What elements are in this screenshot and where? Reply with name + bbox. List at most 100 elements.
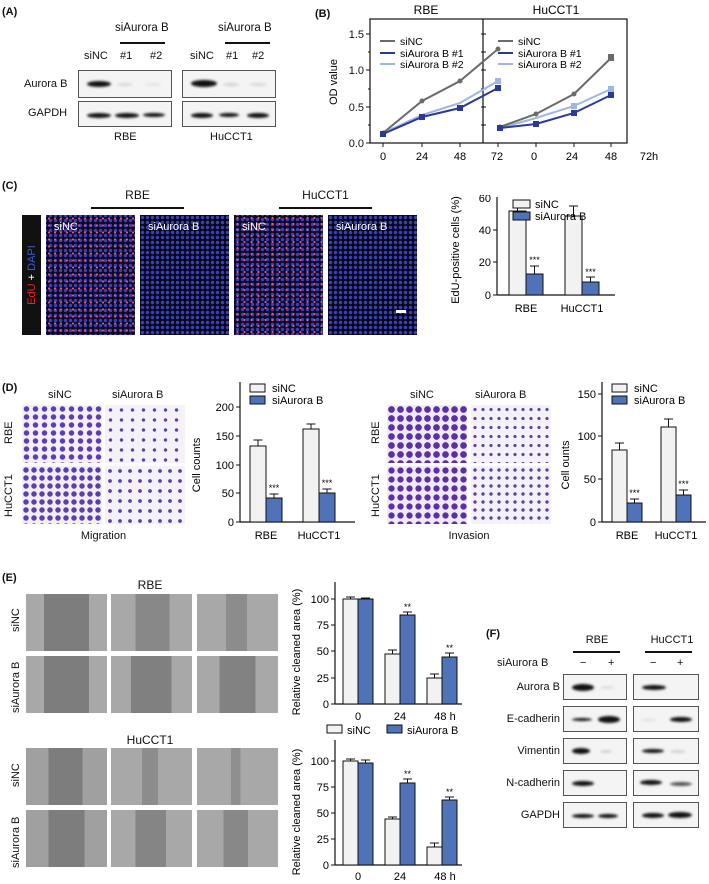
row-label-gapdh: GAPDH [520, 809, 560, 821]
svg-text:HuCCT1: HuCCT1 [298, 530, 341, 542]
svg-text:**: ** [404, 602, 412, 612]
edu-image-hucct1-sinc: siNC [234, 215, 323, 335]
panel-label-f: (F) [486, 628, 501, 640]
wound-image-rbe-sinc-0h [26, 594, 107, 651]
western-blot-aurora-b-rbe [78, 70, 172, 98]
group-bar-rbe [573, 651, 620, 653]
svg-text:0: 0 [323, 699, 329, 711]
svg-text:Relative cleaned area (%): Relative cleaned area (%) [291, 749, 303, 876]
row-label-rbe: RBE [3, 421, 15, 444]
row-label-siaurora-b: siAurora B [10, 816, 22, 868]
lane-label: #1 [120, 50, 133, 62]
group-label-rbe: RBE [137, 578, 163, 592]
svg-text:***: *** [529, 255, 540, 265]
cell-line-label-hucct1: HuCCT1 [650, 634, 694, 646]
svg-text:siAurora B #1: siAurora B #1 [518, 48, 582, 60]
svg-text:48: 48 [605, 151, 617, 163]
col-label-sinc: siNC [410, 389, 434, 401]
wound-image-rbe-sinc-24h [111, 594, 192, 651]
western-blot-gapdh-rbe [563, 802, 627, 828]
row-label-siaurora-b: siAurora B [10, 661, 22, 713]
group-bar-rbe [91, 207, 184, 209]
invasion-bar-chart: 0 50 100 150 Cell ounts *** *** RBE HuCCT1… [560, 382, 706, 542]
western-blot-aurora-b-rbe [563, 674, 627, 700]
wound-image-hucct1-sinc-0h [26, 748, 107, 805]
col-label-sinc: siNC [48, 389, 72, 401]
svg-text:OD value: OD value [328, 59, 340, 105]
svg-text:0.0: 0.0 [349, 138, 364, 150]
svg-text:siAurora B #2: siAurora B #2 [518, 59, 582, 71]
western-blot-e-cadherin-rbe [563, 706, 627, 732]
wound-bar-chart-hucct1: Relative cleaned area (%) 0 25 50 75 100… [291, 740, 462, 883]
svg-text:EdU-positive cells (%): EdU-positive cells (%) [450, 196, 462, 304]
svg-text:**: ** [404, 769, 412, 779]
col-label-siaurora-b: siAurora B [112, 389, 164, 401]
svg-text:1.0: 1.0 [349, 65, 364, 77]
svg-text:RBE: RBE [255, 530, 278, 542]
lane-label: #1 [226, 50, 239, 62]
svg-text:1.5: 1.5 [349, 29, 364, 41]
row-label-gapdh: GAPDH [28, 107, 68, 119]
svg-text:siAurora B: siAurora B [634, 395, 685, 407]
sign-plus: + [608, 657, 615, 669]
svg-text:siNC: siNC [535, 199, 559, 211]
svg-text:24: 24 [394, 711, 406, 723]
svg-text:0.5: 0.5 [349, 102, 364, 114]
scale-bar [396, 310, 406, 313]
transwell-image-invasion-hucct1-sinc [387, 466, 467, 524]
wound-image-hucct1-siaurora-b-0h [26, 810, 107, 867]
svg-text:200: 200 [216, 402, 234, 414]
svg-text:25: 25 [317, 673, 329, 685]
group-label-siaurora-hucct1: siAurora B [218, 22, 272, 34]
group-label-rbe: RBE [125, 188, 150, 202]
cell-line-label-hucct1: HuCCT1 [210, 131, 253, 143]
transwell-image-invasion-rbe-sinc [387, 405, 467, 463]
svg-text:72: 72 [640, 151, 652, 163]
wound-image-rbe-siaurora-b-0h [26, 656, 107, 713]
svg-text:100: 100 [311, 756, 329, 768]
svg-text:***: *** [269, 483, 280, 493]
edu-image-rbe-sinc: siNC [46, 215, 135, 335]
migration-bar-chart: 0 50 100 150 200 Cell counts *** *** RBE H… [191, 382, 355, 542]
svg-text:100: 100 [311, 594, 329, 606]
western-blot-gapdh-hucct1 [182, 101, 276, 127]
svg-text:0: 0 [228, 517, 234, 529]
western-blot-vimentin-rbe [563, 738, 627, 764]
row-label-hucct1: HuCCT1 [370, 474, 382, 517]
row-label-sinc: siNC [10, 763, 22, 787]
svg-text:0: 0 [355, 871, 361, 883]
svg-text:siNC: siNC [400, 36, 423, 48]
svg-text:75: 75 [317, 620, 329, 632]
row-label-hucct1: HuCCT1 [3, 474, 15, 517]
western-blot-vimentin-hucct1 [633, 738, 699, 764]
svg-text:Cell ounts: Cell ounts [560, 440, 572, 489]
svg-text:h: h [652, 151, 658, 163]
svg-text:150: 150 [216, 431, 234, 443]
svg-text:0: 0 [355, 711, 361, 723]
svg-text:25: 25 [317, 834, 329, 846]
panel-label-d: (D) [2, 382, 18, 394]
western-blot-aurora-b-hucct1 [182, 70, 276, 98]
svg-text:**: ** [446, 643, 454, 653]
svg-text:siNC: siNC [634, 383, 658, 395]
western-blot-gapdh-rbe [78, 101, 172, 127]
svg-text:50: 50 [584, 474, 596, 486]
svg-text:100: 100 [216, 460, 234, 472]
sign-minus: − [650, 657, 657, 669]
group-label-hucct1: HuCCT1 [302, 188, 349, 202]
panel-label-a: (A) [2, 6, 18, 18]
transwell-image-migration-rbe-sinc [22, 405, 102, 463]
svg-text:HuCCT1: HuCCT1 [655, 530, 698, 542]
svg-text:150: 150 [578, 389, 596, 401]
svg-text:***: *** [585, 267, 596, 277]
svg-text:0: 0 [323, 860, 329, 872]
svg-text:0: 0 [531, 151, 537, 163]
svg-text:50: 50 [222, 488, 234, 500]
wound-image-rbe-siaurora-b-24h [111, 656, 192, 713]
svg-text:siNC: siNC [518, 36, 541, 48]
growth-curve-chart: 0.0 0.5 1.0 1.5 OD value 0 24 48 72 0 24… [328, 3, 658, 163]
svg-text:60: 60 [479, 195, 491, 205]
wound-bar-chart-rbe: Relative cleaned area (%) 0 25 50 75 100… [291, 582, 462, 723]
svg-text:RBE: RBE [616, 530, 639, 542]
edu-bar-chart: 0 20 40 60 EdU-positive cells (%) *** ***… [450, 195, 615, 315]
